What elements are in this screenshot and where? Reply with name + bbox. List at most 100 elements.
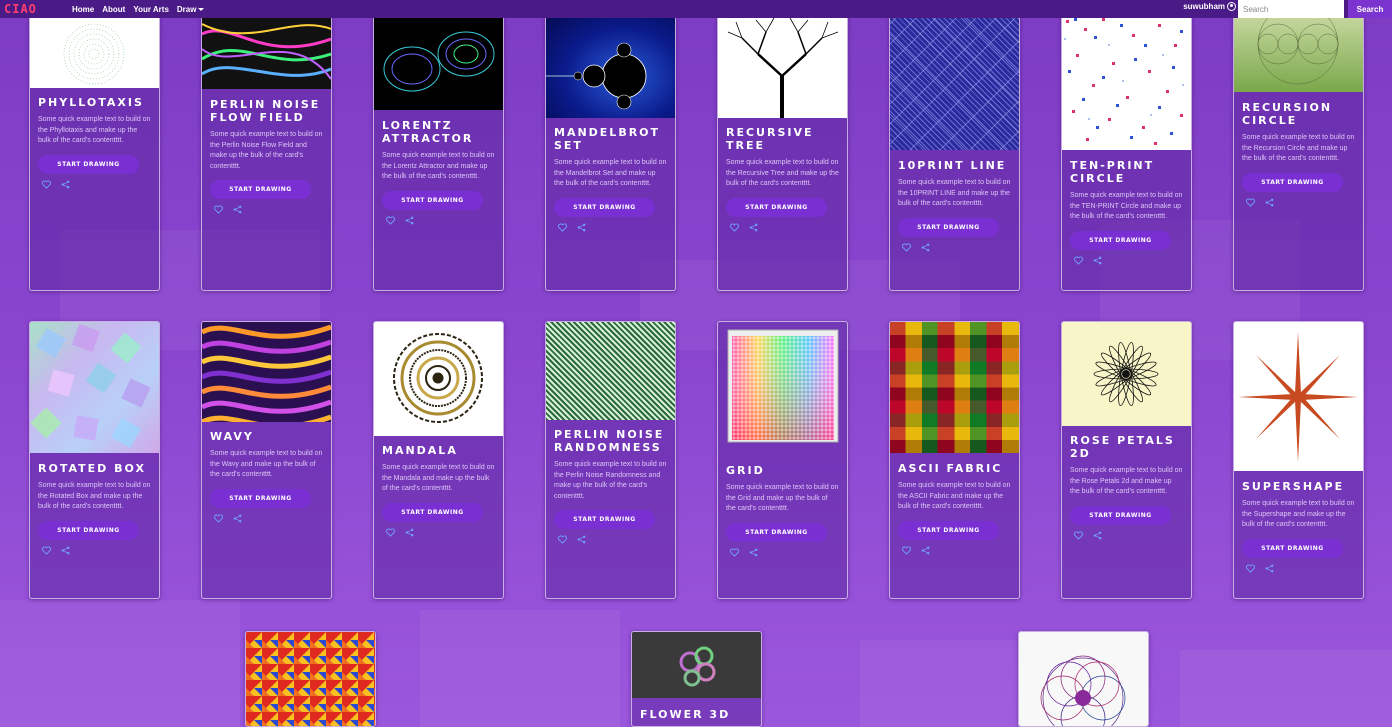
card-perlin-noise-flow-field: PERLIN NOISE FLOW FIELD Some quick examp…	[201, 13, 332, 291]
start-drawing-button[interactable]: START DRAWING	[554, 197, 655, 217]
start-drawing-button[interactable]: START DRAWING	[898, 520, 999, 540]
card-title: ROSE PETALS 2D	[1070, 434, 1175, 460]
card-recursive-tree: RECURSIVE TREE Some quick example text t…	[717, 13, 848, 291]
card-grid: GRID Some quick example text to build on…	[717, 321, 848, 599]
card-text: Some quick example text to build on the …	[726, 484, 839, 512]
nav-about-link[interactable]: About	[102, 4, 126, 14]
card-text: Some quick example text to build on the …	[898, 179, 1011, 207]
share-icon[interactable]	[61, 546, 70, 555]
heart-icon[interactable]	[214, 513, 223, 523]
heart-icon[interactable]	[1074, 255, 1083, 265]
heart-icon[interactable]	[902, 545, 911, 555]
start-drawing-button[interactable]: START DRAWING	[210, 488, 311, 508]
user-menu[interactable]: suwubham	[1183, 2, 1236, 11]
card-title: ROTATED BOX	[38, 462, 146, 475]
chevron-down-icon	[198, 7, 205, 11]
start-drawing-button[interactable]: START DRAWING	[1070, 230, 1171, 250]
start-drawing-button[interactable]: START DRAWING	[1242, 172, 1343, 192]
heart-icon[interactable]	[386, 215, 395, 225]
card-image	[1234, 14, 1363, 92]
search-button[interactable]: Search	[1348, 0, 1392, 18]
card-text: Some quick example text to build on the …	[1070, 192, 1183, 220]
user-icon	[1227, 2, 1236, 11]
share-icon[interactable]	[1093, 531, 1102, 540]
card-lorentz-attractor: LORENTZ ATTRACTOR Some quick example tex…	[373, 13, 504, 291]
card-title: LORENTZ ATTRACTOR	[382, 119, 474, 145]
card-image	[1062, 14, 1191, 150]
nav-your-arts-link[interactable]: Your Arts	[133, 4, 169, 14]
share-icon[interactable]	[61, 180, 70, 189]
heart-icon[interactable]	[42, 545, 51, 555]
card-recursion-circle: RECURSION CIRCLE Some quick example text…	[1233, 13, 1364, 291]
card-rotated-box: ROTATED BOX Some quick example text to b…	[29, 321, 160, 599]
share-icon[interactable]	[749, 548, 758, 557]
share-icon[interactable]	[1265, 198, 1274, 207]
heart-icon[interactable]	[730, 222, 739, 232]
nav-home-link[interactable]: Home	[72, 4, 95, 14]
card-image	[374, 322, 503, 436]
card-spirograph	[1018, 631, 1149, 727]
card-text: Some quick example text to build on the …	[382, 152, 495, 180]
share-icon[interactable]	[1093, 256, 1102, 265]
card-title: RECURSIVE TREE	[726, 126, 814, 152]
card-text: Some quick example text to build on the …	[210, 450, 323, 478]
card-image	[718, 322, 847, 452]
share-icon[interactable]	[233, 205, 242, 214]
heart-icon[interactable]	[558, 222, 567, 232]
start-drawing-button[interactable]: START DRAWING	[898, 217, 999, 237]
card-text: Some quick example text to build on the …	[898, 482, 1011, 510]
brand-logo[interactable]: CIAO	[4, 2, 37, 16]
card-title: PERLIN NOISE FLOW FIELD	[210, 98, 321, 124]
heart-icon[interactable]	[386, 527, 395, 537]
heart-icon[interactable]	[558, 535, 567, 544]
share-icon[interactable]	[1265, 564, 1274, 573]
card-ascii-fabric: ASCII FABRIC Some quick example text to …	[889, 321, 1020, 599]
nav-draw-dropdown[interactable]: Draw	[177, 5, 205, 14]
start-drawing-button[interactable]: START DRAWING	[554, 510, 655, 529]
card-text: Some quick example text to build on the …	[382, 464, 495, 492]
card-supershape: SUPERSHAPE Some quick example text to bu…	[1233, 321, 1364, 599]
card-title: PERLIN NOISE RANDOMNESS	[554, 428, 665, 454]
heart-icon[interactable]	[1246, 563, 1255, 573]
card-text: Some quick example text to build on the …	[726, 159, 839, 187]
card-image	[202, 14, 331, 89]
heart-icon[interactable]	[42, 179, 51, 189]
card-title: SUPERSHAPE	[1242, 480, 1345, 493]
search-input[interactable]	[1238, 0, 1344, 18]
heart-icon[interactable]	[214, 205, 223, 214]
card-text: Some quick example text to build on the …	[554, 461, 667, 500]
heart-icon[interactable]	[730, 547, 739, 557]
start-drawing-button[interactable]: START DRAWING	[38, 520, 139, 540]
start-drawing-button[interactable]: START DRAWING	[210, 180, 311, 199]
start-drawing-button[interactable]: START DRAWING	[1070, 505, 1171, 525]
share-icon[interactable]	[405, 528, 414, 537]
card-image	[374, 14, 503, 110]
start-drawing-button[interactable]: START DRAWING	[382, 502, 483, 522]
share-icon[interactable]	[749, 223, 758, 232]
start-drawing-button[interactable]: START DRAWING	[726, 522, 827, 542]
heart-icon[interactable]	[902, 242, 911, 252]
share-icon[interactable]	[577, 535, 586, 544]
share-icon[interactable]	[405, 216, 414, 225]
start-drawing-button[interactable]: START DRAWING	[726, 197, 827, 217]
share-icon[interactable]	[577, 223, 586, 232]
card-image	[246, 632, 375, 726]
start-drawing-button[interactable]: START DRAWING	[382, 190, 483, 210]
card-image	[30, 322, 159, 453]
start-drawing-button[interactable]: START DRAWING	[1242, 538, 1343, 558]
start-drawing-button[interactable]: START DRAWING	[38, 154, 139, 174]
nav-draw-label: Draw	[176, 4, 197, 14]
card-image	[890, 322, 1019, 453]
card-image	[30, 14, 159, 88]
heart-icon[interactable]	[1074, 530, 1083, 540]
share-icon[interactable]	[921, 546, 930, 555]
card-title: GRID	[726, 464, 765, 477]
heart-icon[interactable]	[1246, 197, 1255, 207]
card-triangle-pattern	[245, 631, 376, 727]
share-icon[interactable]	[921, 243, 930, 252]
card-title: 10PRINT LINE	[898, 159, 1007, 172]
card-image	[1062, 322, 1191, 426]
card-image	[718, 14, 847, 118]
share-icon[interactable]	[233, 514, 242, 523]
card-image	[632, 632, 761, 698]
